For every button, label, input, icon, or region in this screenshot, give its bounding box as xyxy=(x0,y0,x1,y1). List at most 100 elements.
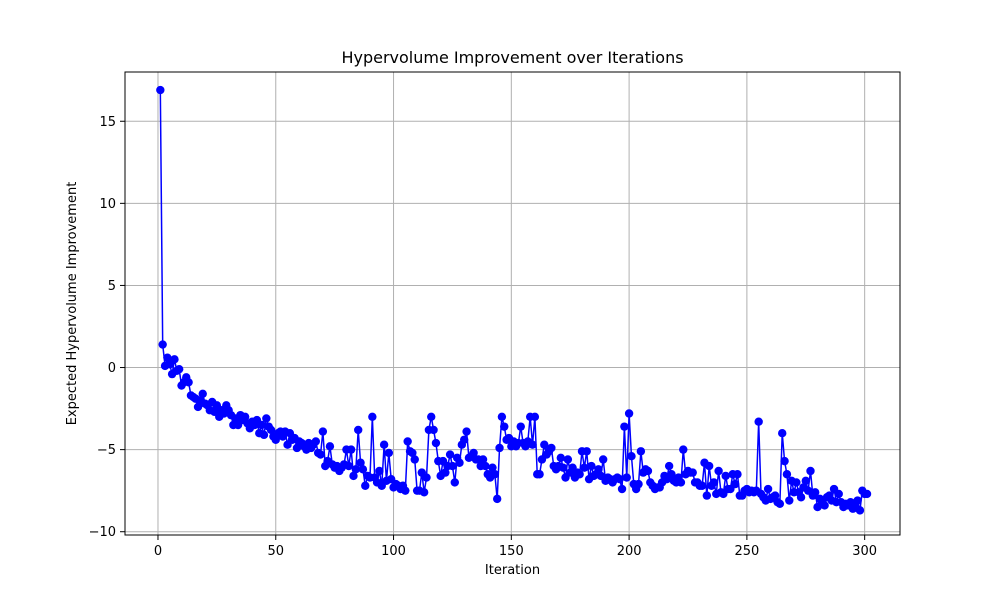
data-point xyxy=(862,489,872,499)
data-point xyxy=(615,474,624,484)
data-point xyxy=(318,427,328,436)
data-point xyxy=(643,466,653,476)
data-point xyxy=(811,488,820,497)
data-point xyxy=(158,340,167,349)
ticks: 0 50 100 150 200 250 300 −10 −5 0 5 10 15 xyxy=(89,115,878,559)
data-point xyxy=(500,422,509,431)
data-point xyxy=(676,478,686,487)
data-point xyxy=(422,473,431,482)
data-point xyxy=(721,471,730,481)
data-point xyxy=(257,420,266,430)
data-point xyxy=(754,417,763,426)
data-point xyxy=(709,478,719,487)
data-point xyxy=(528,440,537,449)
data-point xyxy=(801,476,810,486)
chart-title: Hypervolume Improvement over Iterations xyxy=(341,48,683,67)
x-tick-label: 300 xyxy=(852,544,877,559)
data-point xyxy=(346,445,356,454)
x-axis-label: Iteration xyxy=(485,563,540,578)
data-point xyxy=(170,355,179,364)
data-point xyxy=(770,491,780,500)
data-point xyxy=(481,461,490,471)
data-point xyxy=(469,448,478,458)
data-point xyxy=(624,409,634,418)
data-point xyxy=(198,389,207,398)
data-point xyxy=(445,450,455,459)
data-point xyxy=(174,364,184,374)
data-point xyxy=(266,425,276,435)
data-point xyxy=(431,438,441,448)
x-tick-label: 0 xyxy=(154,544,162,559)
data-point xyxy=(617,484,627,494)
grid xyxy=(125,72,900,535)
data-point xyxy=(664,461,674,471)
data-point xyxy=(563,455,573,464)
data-point xyxy=(834,489,843,499)
data-point xyxy=(358,465,368,474)
data-point xyxy=(792,478,801,487)
data-point xyxy=(490,470,500,479)
data-point xyxy=(598,455,608,464)
data-point xyxy=(806,466,815,476)
data-point xyxy=(556,453,565,463)
data-point xyxy=(780,456,789,466)
data-point xyxy=(785,496,794,505)
data-point xyxy=(361,481,370,490)
data-point xyxy=(311,437,321,446)
data-point xyxy=(667,470,676,479)
data-point xyxy=(587,461,596,471)
data-point xyxy=(775,499,785,508)
data-point xyxy=(240,412,250,421)
y-tick-label: −5 xyxy=(97,443,116,458)
data-point xyxy=(455,458,464,467)
data-point xyxy=(441,468,450,477)
series-layer xyxy=(156,85,872,515)
y-tick-label: 5 xyxy=(108,279,116,294)
data-point xyxy=(193,402,203,412)
data-point xyxy=(782,470,792,479)
data-point xyxy=(547,443,556,453)
y-axis-label: Expected Hypervolume Improvement xyxy=(65,182,80,426)
data-point xyxy=(325,442,335,451)
data-point xyxy=(622,473,631,482)
plot-frame xyxy=(124,71,901,536)
data-point xyxy=(853,496,862,505)
data-point xyxy=(796,493,806,502)
data-point xyxy=(540,440,549,449)
data-point xyxy=(356,458,365,467)
data-point xyxy=(580,463,589,472)
data-point xyxy=(163,353,172,362)
y-tick-label: 10 xyxy=(99,197,116,212)
x-tick-label: 250 xyxy=(734,544,759,559)
y-tick-label: 15 xyxy=(99,115,116,130)
data-point xyxy=(259,430,269,440)
data-point xyxy=(702,491,712,500)
data-point xyxy=(704,461,714,471)
data-point xyxy=(594,465,603,474)
data-point xyxy=(450,478,459,487)
data-point xyxy=(384,448,394,458)
data-point xyxy=(627,451,636,461)
data-point xyxy=(460,435,469,444)
y-tick-label: 0 xyxy=(108,361,116,376)
data-point xyxy=(184,378,193,387)
data-point xyxy=(582,447,591,456)
data-point xyxy=(351,465,361,474)
data-point xyxy=(714,466,723,476)
data-point xyxy=(679,445,688,454)
data-point xyxy=(354,425,363,435)
data-point xyxy=(495,443,504,453)
data-point xyxy=(497,412,507,421)
data-point xyxy=(419,488,429,497)
x-tick-label: 100 xyxy=(381,544,406,559)
data-point xyxy=(410,455,419,464)
data-point xyxy=(492,494,502,504)
x-tick-label: 50 xyxy=(267,544,284,559)
data-point xyxy=(429,425,438,435)
data-point xyxy=(575,470,584,479)
y-tick-label: −10 xyxy=(89,525,116,540)
data-point xyxy=(349,471,358,481)
data-point xyxy=(427,412,436,421)
data-point xyxy=(516,422,525,431)
